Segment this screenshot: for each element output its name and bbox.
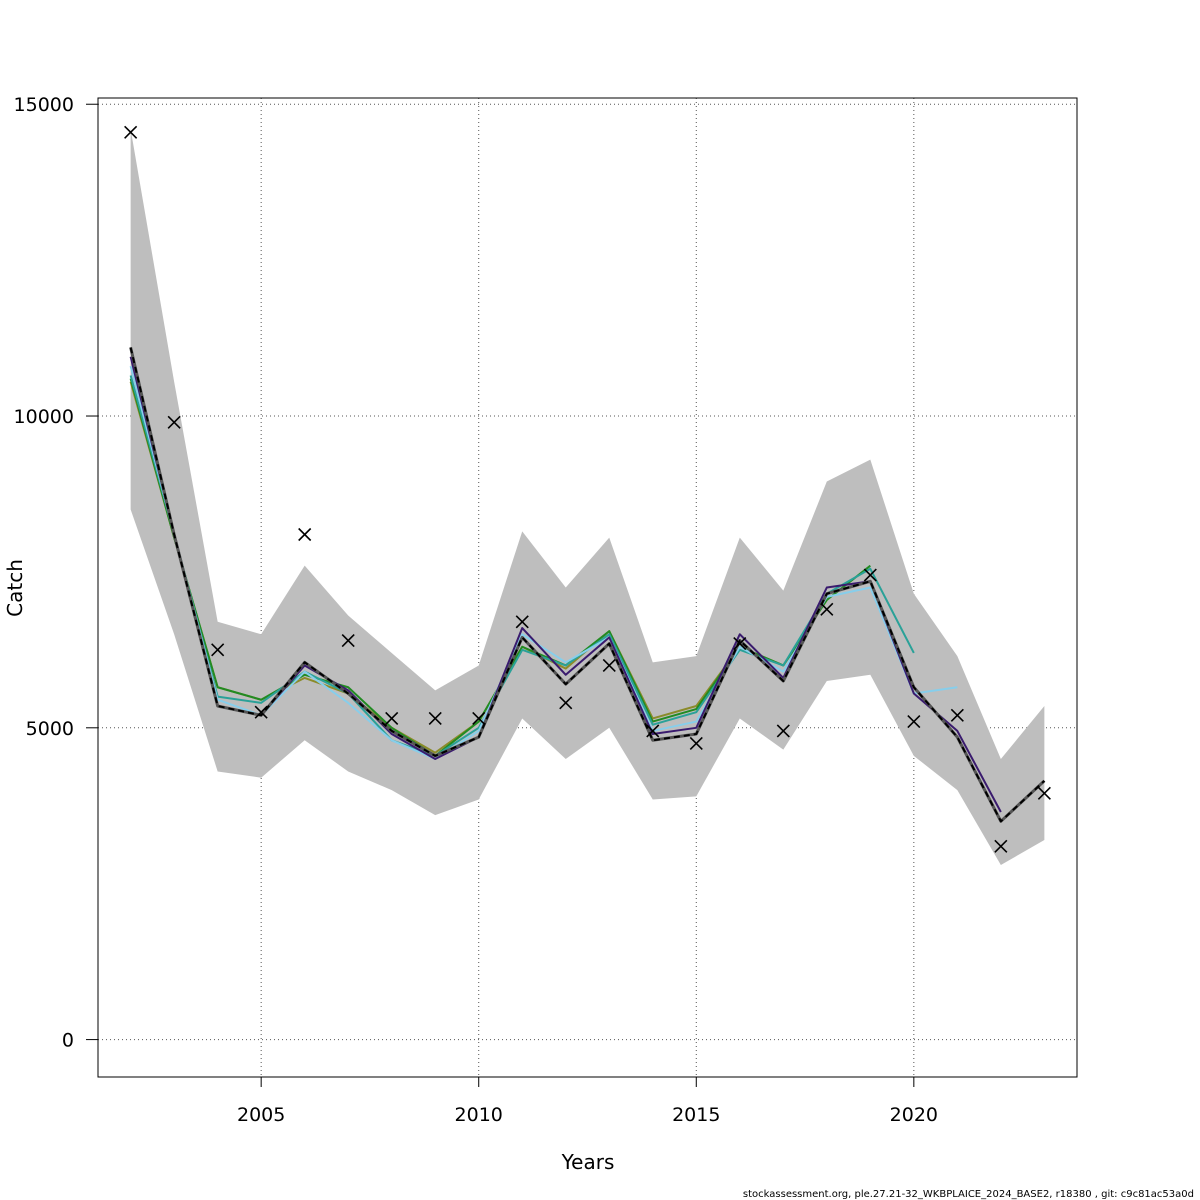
observed-point-stroke [602, 658, 616, 673]
observed-point [298, 527, 312, 542]
observed-point [167, 415, 181, 429]
observed-point-stroke [254, 705, 268, 719]
observed-point-stroke [907, 715, 921, 729]
observed-point [385, 711, 399, 726]
observed-point-stroke [559, 696, 573, 710]
observed-point-stroke [733, 637, 747, 651]
observed-point-stroke [776, 724, 790, 738]
observed-point [254, 705, 268, 719]
y-axis-title: Catch [3, 559, 27, 617]
observed-point [602, 658, 616, 673]
observed-point-stroke [994, 839, 1008, 853]
observed-point-stroke [863, 568, 877, 582]
y-tick-label: 0 [62, 1030, 74, 1052]
observed-point [472, 711, 486, 726]
observed-point-stroke [428, 711, 442, 726]
observed-point-stroke [298, 527, 312, 542]
observed-point-stroke [472, 711, 486, 726]
observed-point [950, 708, 964, 722]
observed-point [733, 637, 747, 651]
observed-markers [124, 125, 1051, 853]
x-tick-label: 2020 [890, 1104, 938, 1126]
x-axis-title: Years [561, 1150, 615, 1174]
observed-point [341, 633, 355, 648]
observed-point [428, 711, 442, 726]
observed-point-stroke [341, 633, 355, 648]
y-tick-label: 10000 [14, 406, 74, 428]
observed-point [1037, 786, 1051, 800]
series-line [129, 375, 915, 757]
fitted-series [129, 347, 1046, 823]
observed-point-stroke [820, 602, 834, 616]
footer-note: stockassessment.org, ple.27.21-32_WKBPLA… [743, 1189, 1194, 1200]
observed-point-stroke [211, 643, 225, 657]
confidence-band-area [130, 129, 1045, 865]
observed-point-stroke [167, 415, 181, 429]
observed-point [994, 839, 1008, 853]
observed-point [863, 568, 877, 582]
observed-point [559, 696, 573, 710]
series-line [129, 347, 1046, 823]
x-tick-label: 2010 [455, 1104, 503, 1126]
axes: 2005 2010 2015 2020 0 5000 10000 15000 [14, 94, 938, 1126]
observed-point [820, 602, 834, 616]
observed-point-stroke [689, 736, 703, 750]
observed-point-stroke [1037, 786, 1051, 800]
observed-point [646, 724, 660, 738]
observed-point-stroke [515, 615, 529, 629]
y-tick-label: 15000 [14, 94, 74, 116]
observed-point-stroke [950, 708, 964, 722]
observed-point [907, 715, 921, 729]
observed-point [211, 643, 225, 657]
x-tick-label: 2005 [237, 1104, 285, 1126]
observed-point [776, 724, 790, 738]
observed-point-stroke [385, 711, 399, 726]
confidence-band [130, 129, 1045, 865]
observed-point-stroke [646, 724, 660, 738]
x-tick-label: 2015 [672, 1104, 720, 1126]
observed-point [515, 615, 529, 629]
observed-point-stroke [124, 125, 138, 139]
plot-frame [97, 97, 1078, 1078]
y-tick-label: 5000 [26, 718, 74, 740]
observed-point [124, 125, 138, 139]
observed-point [689, 736, 703, 750]
